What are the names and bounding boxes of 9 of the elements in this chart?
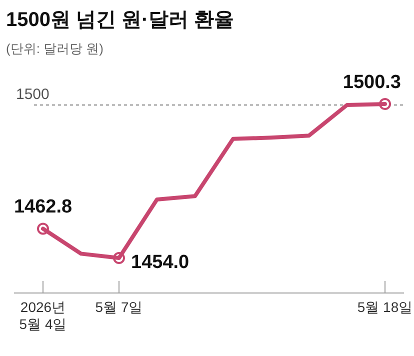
ref-line-label: 1500	[16, 86, 50, 103]
chart-title: 1500원 넘긴 원·달러 환율	[6, 9, 234, 31]
chart-subtitle: (단위: 달러당 원)	[6, 41, 104, 56]
data-label: 1462.8	[14, 196, 72, 218]
data-label: 1500.3	[342, 72, 401, 93]
x-tick-label: 5월 18일	[357, 299, 413, 315]
x-tick-label: 5월 7일	[95, 299, 143, 315]
data-label: 1454.0	[131, 252, 190, 273]
x-tick-label: 2026년 5월 4일	[19, 299, 67, 332]
